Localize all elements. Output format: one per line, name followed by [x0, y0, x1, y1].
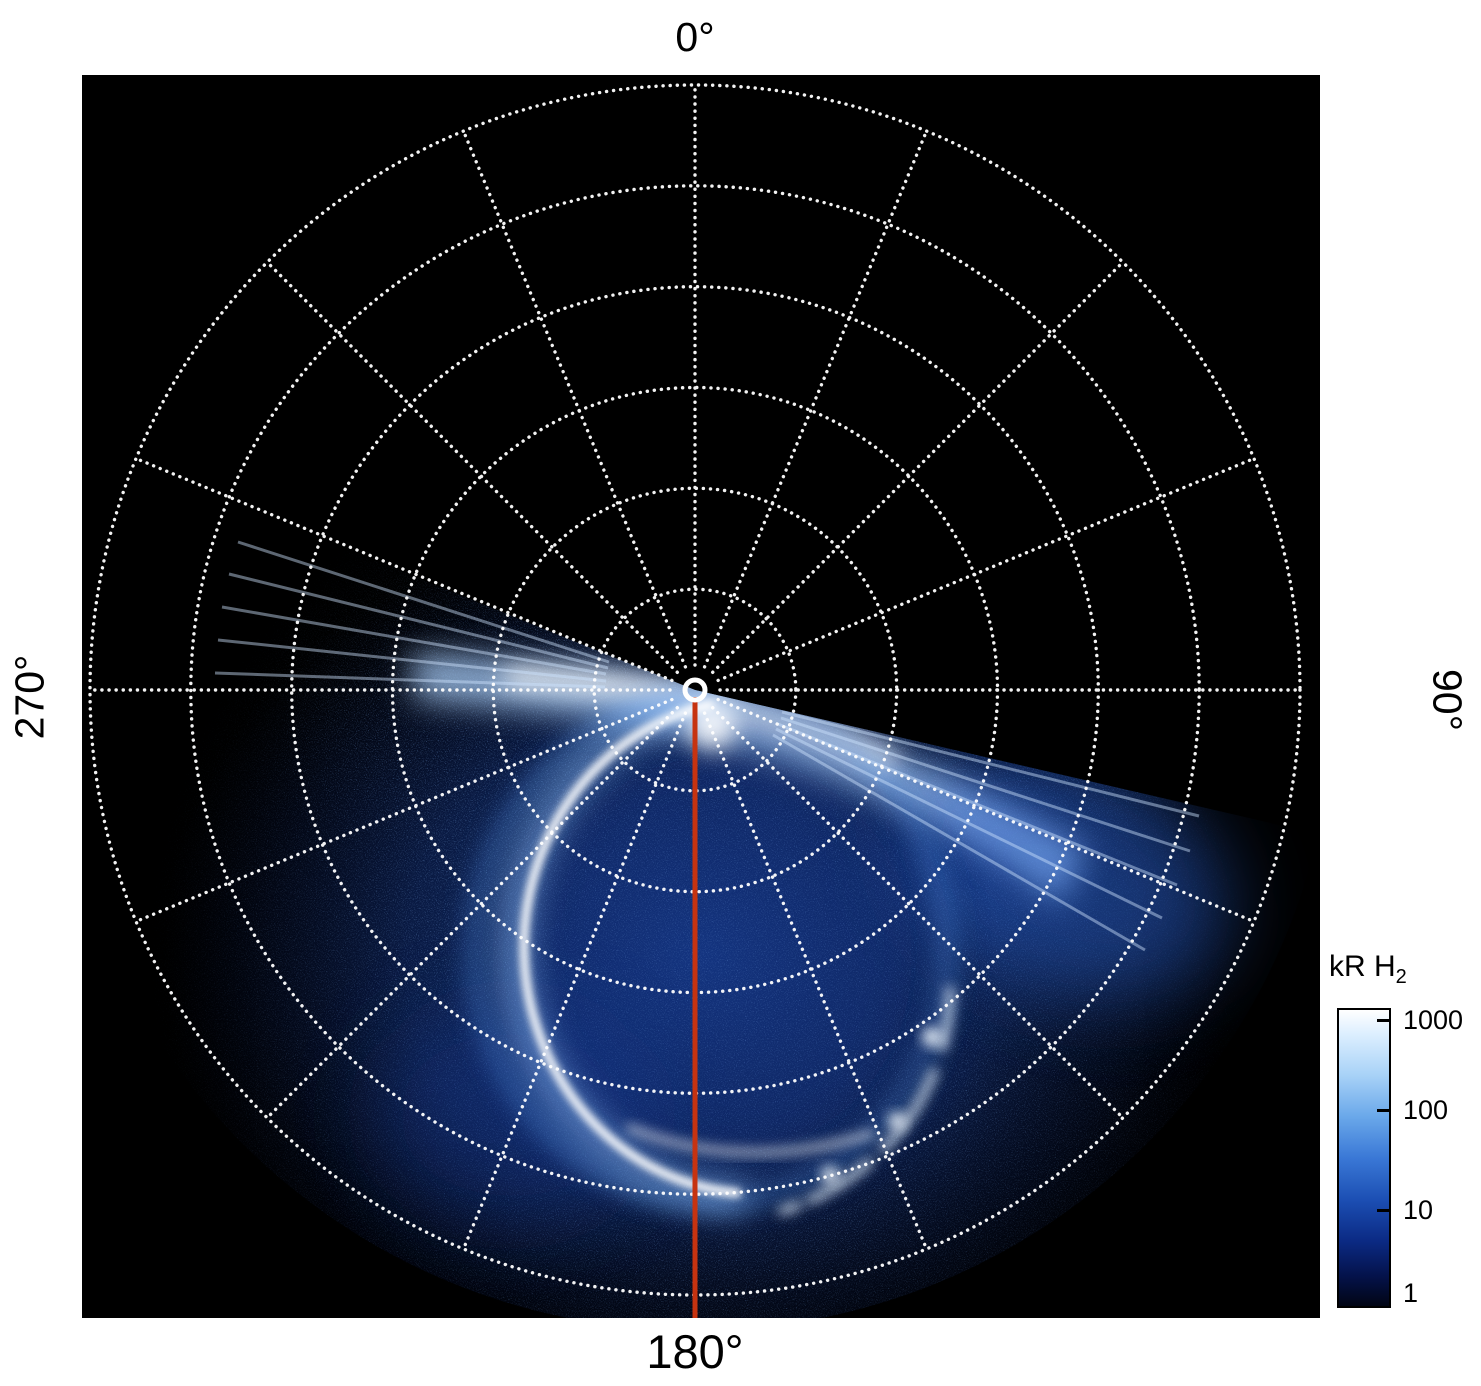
colorbar-tick-100: 100	[1403, 1095, 1449, 1125]
angle-label-90: 90°	[1424, 668, 1471, 732]
polar-band	[412, 653, 1087, 903]
colorbar-tick-1: 1	[1403, 1278, 1419, 1308]
angle-label-0: 0°	[675, 14, 715, 60]
colorbar: kR H2 1000 100 10 1	[1329, 950, 1481, 1350]
colorbar-title-subscript: 2	[1395, 966, 1407, 988]
polar-plot-canvas	[82, 83, 1319, 1318]
main-oval-arc	[519, 700, 742, 1198]
colorbar-title: kR H2	[1329, 950, 1407, 989]
colorbar-tick-1000: 1000	[1403, 1005, 1464, 1035]
angle-label-270: 270°	[6, 654, 53, 740]
colorbar-tickmark	[1377, 1019, 1389, 1022]
colorbar-tickmark	[1377, 1209, 1389, 1212]
angle-label-180: 180°	[646, 1325, 744, 1378]
colorbar-tick-10: 10	[1403, 1195, 1434, 1225]
colorbar-tickmark	[1377, 1109, 1389, 1112]
polar-plot	[82, 75, 1320, 1318]
pole-marker	[682, 677, 708, 703]
colorbar-gradient	[1337, 1008, 1391, 1308]
aurora-emission	[82, 450, 1319, 1318]
colorbar-title-text: kR H	[1329, 950, 1396, 983]
